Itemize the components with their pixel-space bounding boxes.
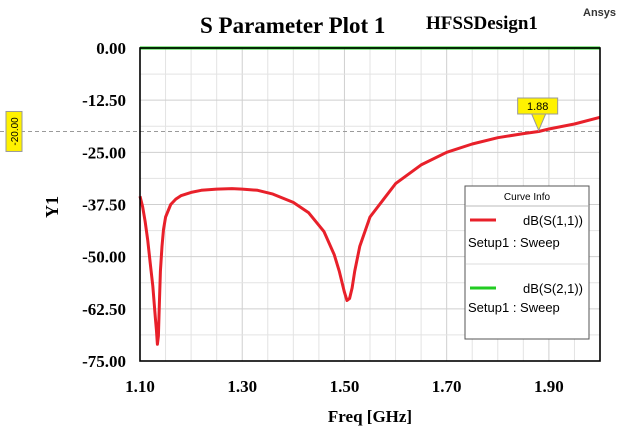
legend-series-setup-s11: Setup1 : Sweep (468, 235, 560, 250)
x-tick-label: 1.30 (227, 377, 257, 396)
plot-border (139, 47, 601, 362)
y-tick-label: -37.50 (82, 196, 126, 215)
x-tick-label: 1.10 (125, 377, 155, 396)
y-tick-label: 0.00 (96, 39, 126, 58)
y-tick-label: -25.00 (82, 143, 126, 162)
design-name: HFSSDesign1 (426, 13, 538, 34)
legend-series-name-s11: dB(S(1,1)) (523, 213, 583, 228)
y-tick-label: -75.00 (82, 352, 126, 371)
brand-logo-text: Ansys (583, 7, 616, 19)
x-tick-label: 1.50 (330, 377, 360, 396)
x-marker-label-box[interactable]: 1.88 (517, 97, 559, 132)
legend-title: Curve Info (504, 192, 551, 203)
y-marker-label: -20.00 (10, 117, 21, 146)
legend-series-name-s21: dB(S(2,1)) (523, 281, 583, 296)
x-marker-pointer (530, 113, 547, 132)
y-tick-label: -12.50 (82, 91, 126, 110)
y-marker-label-box[interactable]: -20.00 (5, 110, 23, 152)
x-marker-label: 1.88 (527, 101, 548, 113)
series-line-s11 (138, 115, 601, 346)
y-marker-box (5, 110, 23, 152)
chart-title: S Parameter Plot 1 (200, 13, 385, 38)
legend-series-setup-s21: Setup1 : Sweep (468, 300, 560, 315)
legend-entry-s11[interactable]: dB(S(1,1)) Setup1 : Sweep (468, 213, 583, 250)
y-tick-label: -50.00 (82, 248, 126, 267)
y-tick-label: -62.50 (82, 300, 126, 319)
x-axis-label: Freq [GHz] (328, 407, 412, 426)
x-tick-label: 1.90 (534, 377, 564, 396)
y-tick-labels: 0.00 -12.50 -25.00 -37.50 -50.00 -62.50 -75.00 (82, 39, 126, 371)
legend-entry-s21[interactable]: dB(S(2,1)) Setup1 : Sweep (468, 281, 583, 315)
x-tick-labels: 1.10 1.30 1.50 1.70 1.90 (125, 377, 564, 396)
y-axis-label: Y1 (42, 196, 62, 218)
marker-annotations: -20.00 1.88 (5, 97, 559, 152)
x-tick-label: 1.70 (432, 377, 462, 396)
legend-box (464, 185, 590, 340)
legend[interactable]: Curve Info dB(S(1,1)) Setup1 : Sweep dB(… (464, 185, 590, 340)
